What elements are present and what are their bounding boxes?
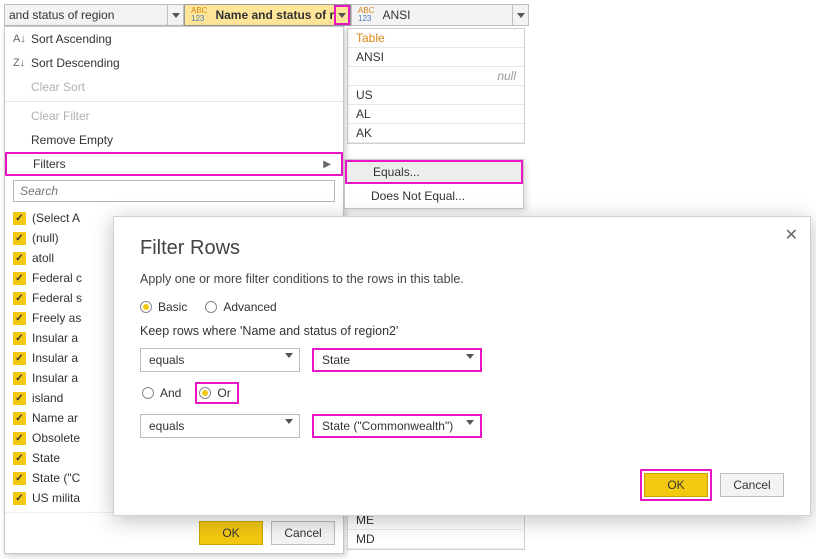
checkbox-icon[interactable]: ✓ bbox=[13, 252, 26, 265]
preview-row: MD bbox=[348, 530, 524, 549]
checkbox-icon[interactable]: ✓ bbox=[13, 412, 26, 425]
ok-button[interactable]: OK bbox=[199, 521, 263, 545]
and-radio[interactable]: And bbox=[142, 386, 181, 400]
column-header-region2[interactable]: ABC123 Name and status of region2 bbox=[184, 4, 351, 26]
condition-row-2: equals State ("Commonwealth") bbox=[140, 414, 784, 438]
menu-separator bbox=[5, 101, 343, 102]
column-header-region[interactable]: and status of region bbox=[4, 4, 184, 26]
column-dropdown-icon[interactable] bbox=[512, 5, 528, 25]
chevron-down-icon bbox=[285, 358, 293, 372]
checkbox-icon[interactable]: ✓ bbox=[13, 472, 26, 485]
menu-label: Filters bbox=[33, 157, 66, 171]
radio-icon bbox=[140, 301, 152, 313]
dialog-buttons: OK Cancel bbox=[644, 473, 784, 497]
column-preview: Table ANSI null US AL AK bbox=[347, 28, 525, 144]
menu-label: Clear Sort bbox=[31, 80, 85, 94]
filters-submenu[interactable]: Filters ▶ bbox=[5, 152, 343, 176]
clear-filter: Clear Filter bbox=[5, 104, 343, 128]
menu-label: Clear Filter bbox=[31, 109, 90, 123]
preview-row: null bbox=[348, 67, 524, 86]
menu-buttons: OK Cancel bbox=[5, 512, 343, 553]
condition-row-1: equals State bbox=[140, 348, 784, 372]
search-input[interactable] bbox=[13, 180, 335, 202]
chevron-down-icon bbox=[285, 424, 293, 438]
column-label: ANSI bbox=[378, 8, 512, 22]
type-icon: ABC123 bbox=[185, 7, 211, 23]
dialog-subtitle: Apply one or more filter conditions to t… bbox=[140, 272, 784, 286]
preview-row: ANSI bbox=[348, 48, 524, 67]
keep-rows-label: Keep rows where 'Name and status of regi… bbox=[140, 324, 784, 338]
radio-icon bbox=[199, 387, 211, 399]
sort-asc-icon: A↓ bbox=[13, 33, 31, 45]
basic-radio[interactable]: Basic bbox=[140, 300, 187, 314]
dialog-title: Filter Rows bbox=[140, 237, 784, 260]
preview-row: AL bbox=[348, 105, 524, 124]
checkbox-icon[interactable]: ✓ bbox=[13, 332, 26, 345]
preview-row: US bbox=[348, 86, 524, 105]
value-select-2[interactable]: State ("Commonwealth") bbox=[312, 414, 482, 438]
chevron-down-icon bbox=[466, 359, 474, 373]
column-label: and status of region bbox=[5, 8, 167, 22]
checkbox-icon[interactable]: ✓ bbox=[13, 372, 26, 385]
checkbox-icon[interactable]: ✓ bbox=[13, 432, 26, 445]
not-equals-item[interactable]: Does Not Equal... bbox=[345, 184, 523, 208]
checkbox-icon[interactable]: ✓ bbox=[13, 312, 26, 325]
filter-rows-dialog: ✕ Filter Rows Apply one or more filter c… bbox=[113, 216, 811, 516]
checkbox-icon[interactable]: ✓ bbox=[13, 272, 26, 285]
column-header-ansi[interactable]: ABC123 ANSI bbox=[351, 4, 529, 26]
search-row bbox=[5, 176, 343, 206]
column-dropdown-icon[interactable] bbox=[167, 5, 183, 25]
menu-label: Sort Ascending bbox=[31, 32, 112, 46]
menu-label: Equals... bbox=[373, 165, 420, 179]
filters-submenu-panel: Equals... Does Not Equal... bbox=[344, 159, 524, 209]
advanced-radio[interactable]: Advanced bbox=[205, 300, 276, 314]
checkbox-icon[interactable]: ✓ bbox=[13, 492, 26, 505]
equals-item[interactable]: Equals... bbox=[345, 160, 523, 184]
value-select-1[interactable]: State bbox=[312, 348, 482, 372]
ok-button[interactable]: OK bbox=[644, 473, 708, 497]
sort-ascending[interactable]: A↓ Sort Ascending bbox=[5, 27, 343, 51]
chevron-down-icon bbox=[466, 425, 474, 439]
checkbox-icon[interactable]: ✓ bbox=[13, 392, 26, 405]
checkbox-icon[interactable]: ✓ bbox=[13, 212, 26, 225]
type-icon: ABC123 bbox=[352, 7, 378, 23]
chevron-right-icon: ▶ bbox=[323, 159, 331, 170]
remove-empty[interactable]: Remove Empty bbox=[5, 128, 343, 152]
close-icon[interactable]: ✕ bbox=[785, 225, 798, 245]
column-label: Name and status of region2 bbox=[211, 8, 334, 22]
mode-radio-row: Basic Advanced bbox=[140, 300, 784, 314]
checkbox-icon[interactable]: ✓ bbox=[13, 452, 26, 465]
radio-icon bbox=[142, 387, 154, 399]
column-preview-bottom: ME MD bbox=[347, 510, 525, 550]
cancel-button[interactable]: Cancel bbox=[720, 473, 784, 497]
sort-desc-icon: Z↓ bbox=[13, 57, 31, 69]
checkbox-icon[interactable]: ✓ bbox=[13, 292, 26, 305]
checkbox-icon[interactable]: ✓ bbox=[13, 352, 26, 365]
operator-select[interactable]: equals bbox=[140, 348, 300, 372]
menu-label: Sort Descending bbox=[31, 56, 120, 70]
preview-row: AK bbox=[348, 124, 524, 143]
operator-select[interactable]: equals bbox=[140, 414, 300, 438]
column-dropdown-icon[interactable] bbox=[334, 5, 350, 25]
checkbox-icon[interactable]: ✓ bbox=[13, 232, 26, 245]
and-or-row: And Or bbox=[142, 382, 784, 404]
menu-label: Does Not Equal... bbox=[371, 189, 465, 203]
sort-descending[interactable]: Z↓ Sort Descending bbox=[5, 51, 343, 75]
clear-sort: Clear Sort bbox=[5, 75, 343, 99]
menu-label: Remove Empty bbox=[31, 133, 113, 147]
or-radio[interactable]: Or bbox=[195, 382, 238, 404]
radio-icon bbox=[205, 301, 217, 313]
cancel-button[interactable]: Cancel bbox=[271, 521, 335, 545]
column-headers: and status of region ABC123 Name and sta… bbox=[4, 4, 529, 26]
preview-head: Table bbox=[348, 29, 524, 48]
